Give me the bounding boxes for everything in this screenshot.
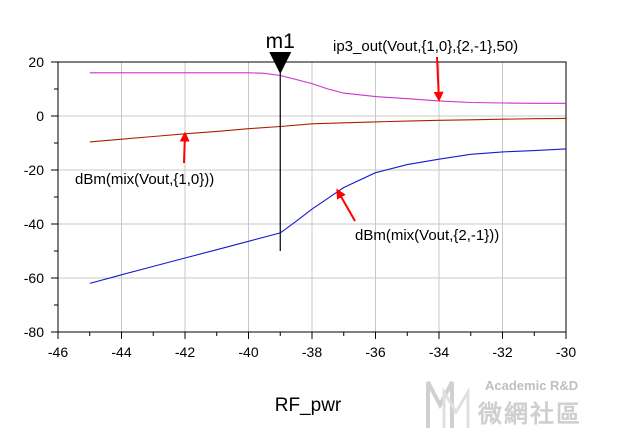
- x-tick-label: -34: [429, 344, 449, 360]
- axis-ticks: [51, 61, 567, 339]
- x-tick-label: -36: [365, 344, 385, 360]
- y-tick-label: -40: [24, 216, 44, 232]
- y-tick-label: -60: [24, 270, 44, 286]
- annotation-label-2: dBm(mix(Vout,{1,0})): [75, 171, 214, 188]
- annotation-arrow-2: [179, 131, 190, 164]
- marker-layer: m1: [266, 30, 295, 251]
- series-line-1: [89, 72, 566, 104]
- tick-labels: -46 -44 -42 -40 -38 -36 -34 -32 -30 -80 -60 -40 -20 0…: [24, 54, 577, 360]
- y-tick-label: -20: [24, 162, 44, 178]
- annotation-label-1: ip3_out(Vout,{1,0},{2,-1},50): [333, 38, 518, 55]
- annotation-arrow-1: [433, 56, 444, 102]
- x-axis-title: RF_pwr: [275, 395, 342, 416]
- marker-triangle-icon: [269, 52, 292, 74]
- y-tick-label: 0: [36, 108, 44, 124]
- x-tick-label: -32: [492, 344, 512, 360]
- x-tick-label: -40: [238, 344, 258, 360]
- watermark-logo-icon: [426, 381, 470, 428]
- x-tick-label: -30: [556, 344, 576, 360]
- watermark-subtitle: 微網社區: [477, 400, 582, 428]
- x-tick-label: -38: [302, 344, 322, 360]
- series-line-2: [89, 117, 567, 143]
- x-tick-label: -42: [175, 344, 195, 360]
- y-tick-label: 20: [28, 54, 44, 70]
- marker-label: m1: [266, 30, 295, 53]
- series-layer: [89, 72, 567, 284]
- watermark-title: Academic R&D: [485, 378, 578, 393]
- y-tick-label: -80: [24, 324, 44, 340]
- series-line-3: [89, 148, 567, 284]
- x-tick-label: -46: [48, 344, 68, 360]
- annotation-arrow-3: [336, 188, 356, 222]
- x-tick-label: -44: [111, 344, 131, 360]
- annotation-label-3: dBm(mix(Vout,{2,-1})): [355, 227, 499, 244]
- annotation-layer: ip3_out(Vout,{1,0},{2,-1},50) dBm(mix(Vou…: [75, 38, 518, 244]
- watermark: Academic R&D 微網社區: [426, 378, 582, 428]
